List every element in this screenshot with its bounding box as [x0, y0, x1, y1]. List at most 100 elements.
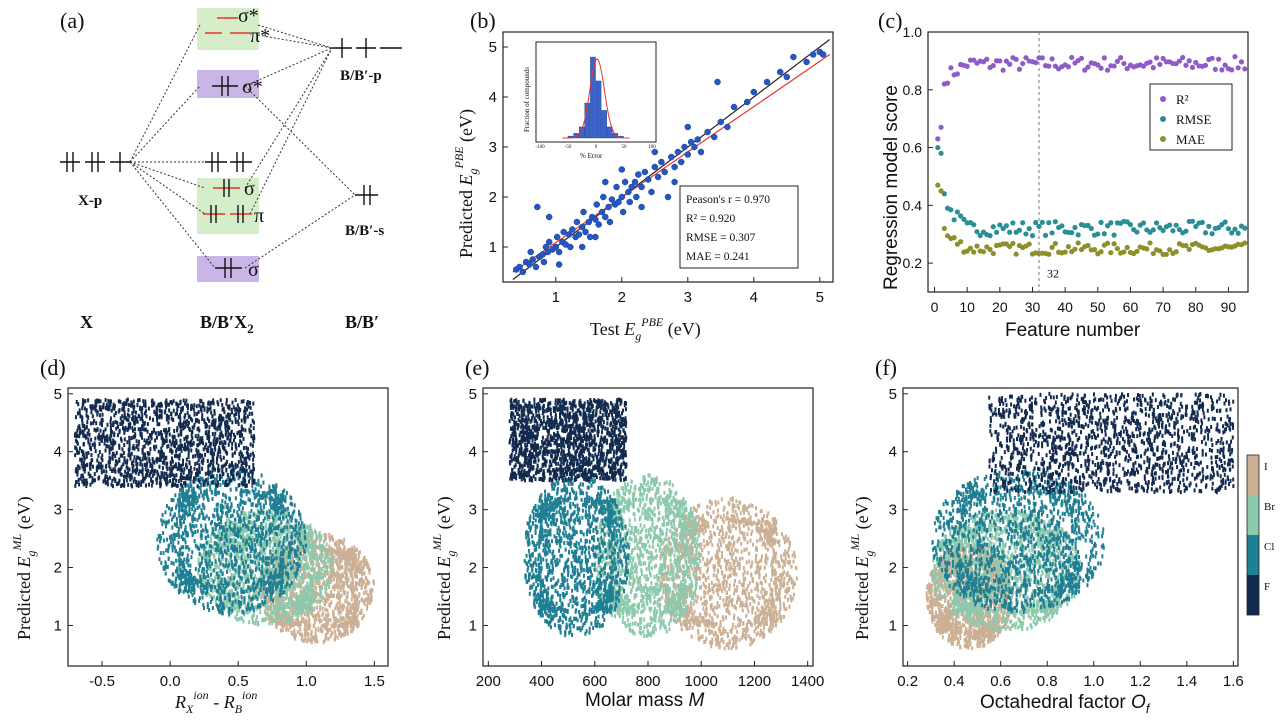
cloud-point — [305, 566, 308, 571]
cloud-point — [289, 540, 292, 545]
cloud-point — [293, 509, 296, 514]
cloud-point — [196, 517, 199, 522]
cloud-point — [265, 616, 268, 621]
bonding-spins — [210, 179, 244, 223]
cloud-point — [217, 490, 220, 495]
cloud-point — [261, 586, 264, 591]
cloud-point — [252, 581, 255, 586]
cloud-point — [274, 616, 277, 621]
cloud-point — [263, 491, 266, 496]
cloud-point — [304, 593, 307, 598]
cloud-point — [170, 560, 173, 565]
legend-marker-rmse — [1160, 116, 1166, 122]
plot-frame-c — [927, 31, 1249, 293]
cloud-point — [178, 497, 181, 502]
cloud-point — [320, 555, 323, 560]
data-point — [638, 203, 645, 211]
cloud-point — [266, 595, 269, 600]
cloud-point — [244, 488, 247, 493]
cloud-point — [290, 531, 293, 536]
cloud-point — [197, 568, 200, 573]
cloud-point — [262, 542, 265, 547]
cloud-point — [265, 494, 268, 499]
cloud-point — [202, 578, 205, 583]
score-point — [1085, 242, 1091, 249]
cloud-point — [226, 524, 229, 529]
cloud-point — [174, 493, 177, 498]
cloud-point — [251, 521, 254, 526]
cloud-point — [282, 542, 285, 547]
cloud-point — [317, 617, 320, 622]
cloud-point — [252, 548, 255, 553]
cloud-point — [298, 582, 301, 587]
cloud-point — [297, 562, 300, 567]
cloud-point — [285, 552, 288, 557]
cloud-point — [245, 533, 248, 538]
cloud-point — [287, 552, 290, 557]
legend-r2: R² — [1176, 92, 1189, 107]
score-point — [1016, 66, 1023, 72]
cloud-point — [330, 546, 333, 551]
cloud-point — [242, 489, 245, 494]
cloud-point — [265, 587, 268, 592]
cloud-point — [347, 610, 350, 615]
data-point — [618, 193, 626, 201]
cloud-point — [257, 500, 260, 505]
score-point — [935, 144, 941, 151]
cloud-point — [289, 619, 292, 624]
cloud-point — [257, 531, 260, 536]
cloud-point — [203, 546, 206, 551]
cloud-point — [298, 531, 301, 536]
cloud-point — [288, 520, 291, 525]
cloud-point — [229, 514, 232, 519]
cloud-point — [315, 613, 318, 618]
cloud-point — [346, 595, 349, 600]
cloud-point — [259, 484, 262, 489]
cloud-point — [311, 611, 314, 616]
cloud-point — [337, 576, 340, 581]
cloud-point — [286, 602, 289, 607]
cloud-point — [274, 526, 277, 531]
cloud-point — [280, 619, 283, 624]
cloud-point — [255, 525, 258, 530]
score-point — [1199, 219, 1205, 226]
cloud-point — [255, 555, 258, 560]
cloud-point — [364, 582, 367, 587]
cloud-point — [338, 595, 341, 600]
cloud-point — [238, 507, 241, 512]
cloud-point — [278, 505, 281, 510]
cloud-point — [251, 572, 254, 577]
cloud-point — [342, 622, 345, 627]
cloud-point — [190, 528, 193, 533]
score-point — [1111, 63, 1117, 69]
cloud-point — [187, 499, 190, 504]
cloud-point — [258, 551, 261, 556]
cloud-point — [247, 539, 250, 544]
cloud-point — [270, 619, 273, 624]
inset-tick-label: -100 — [535, 145, 545, 150]
cloud-point — [262, 511, 265, 516]
cloud-point — [286, 525, 289, 530]
cloud-point — [285, 615, 288, 620]
cloud-point — [306, 612, 309, 617]
cloud-point — [269, 549, 272, 554]
cloud-point — [323, 625, 326, 630]
score-point — [948, 65, 954, 71]
cloud-point — [212, 579, 215, 584]
cloud-point — [211, 531, 214, 536]
cloud-point — [206, 586, 209, 591]
cloud-point — [262, 518, 265, 523]
cloud-point — [350, 618, 353, 623]
cloud-point — [282, 538, 285, 543]
cloud-point — [250, 575, 253, 580]
score-point — [1007, 61, 1013, 67]
cloud-point — [217, 571, 220, 576]
cloud-point — [223, 480, 226, 485]
cloud-point — [235, 562, 238, 567]
cloud-point — [231, 603, 234, 608]
cloud-point — [211, 526, 214, 531]
score-point — [1082, 67, 1088, 73]
cloud-point — [203, 506, 206, 511]
cloud-point — [300, 602, 303, 607]
cloud-point — [281, 591, 284, 596]
